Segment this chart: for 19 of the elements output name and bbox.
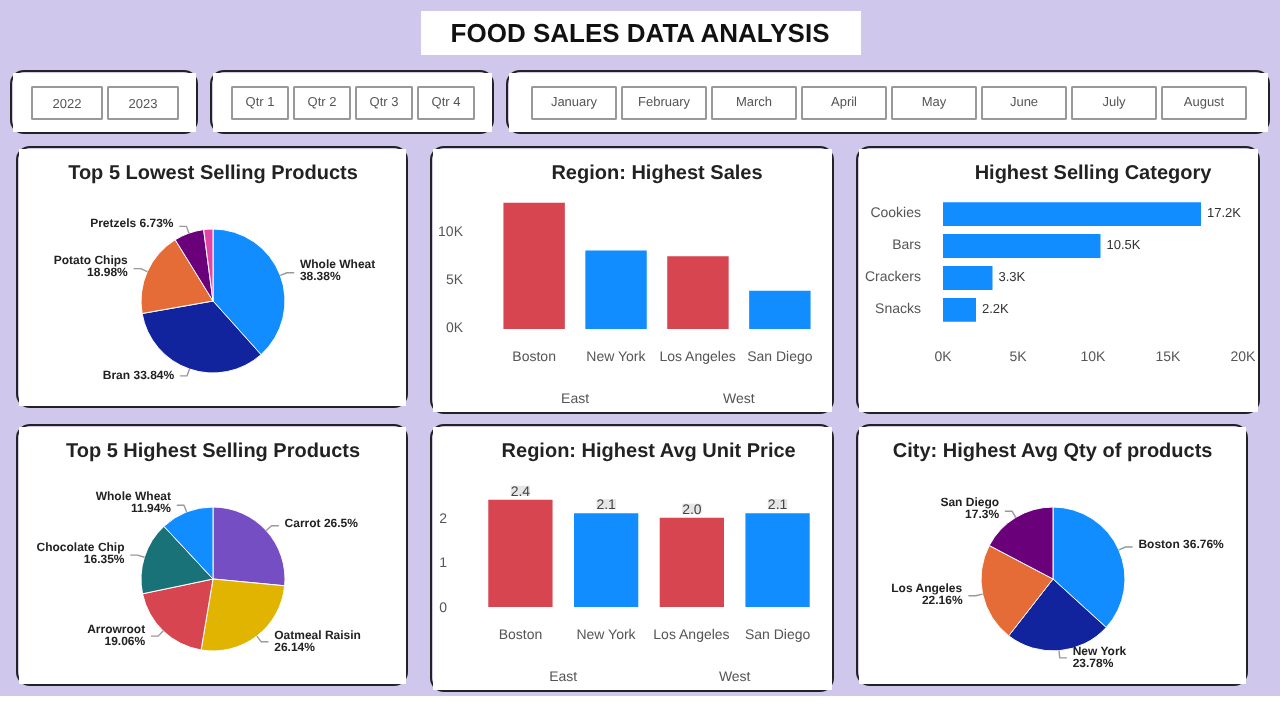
bar bbox=[488, 499, 553, 607]
bar bbox=[745, 513, 810, 607]
bar bbox=[667, 256, 729, 329]
bar bbox=[943, 202, 1201, 227]
chart-title: Top 5 Highest Selling Products bbox=[65, 441, 361, 463]
chart-title: City: Highest Avg Qty of products bbox=[892, 441, 1214, 463]
chart-title: Region: Highest Avg Unit Price bbox=[501, 441, 797, 463]
text: FOOD SALES DATA ANALYSIS bbox=[450, 18, 831, 48]
chart-title: Region: Highest Sales bbox=[551, 163, 764, 185]
chart-title: Highest Selling Category bbox=[974, 163, 1213, 185]
bar bbox=[749, 290, 811, 329]
bar bbox=[943, 297, 976, 322]
bar bbox=[574, 513, 639, 607]
bar bbox=[943, 265, 993, 290]
bar bbox=[503, 202, 565, 329]
bar bbox=[585, 250, 647, 329]
bar bbox=[659, 517, 724, 607]
bar bbox=[943, 234, 1101, 259]
chart-title: Top 5 Lowest Selling Products bbox=[68, 163, 359, 185]
